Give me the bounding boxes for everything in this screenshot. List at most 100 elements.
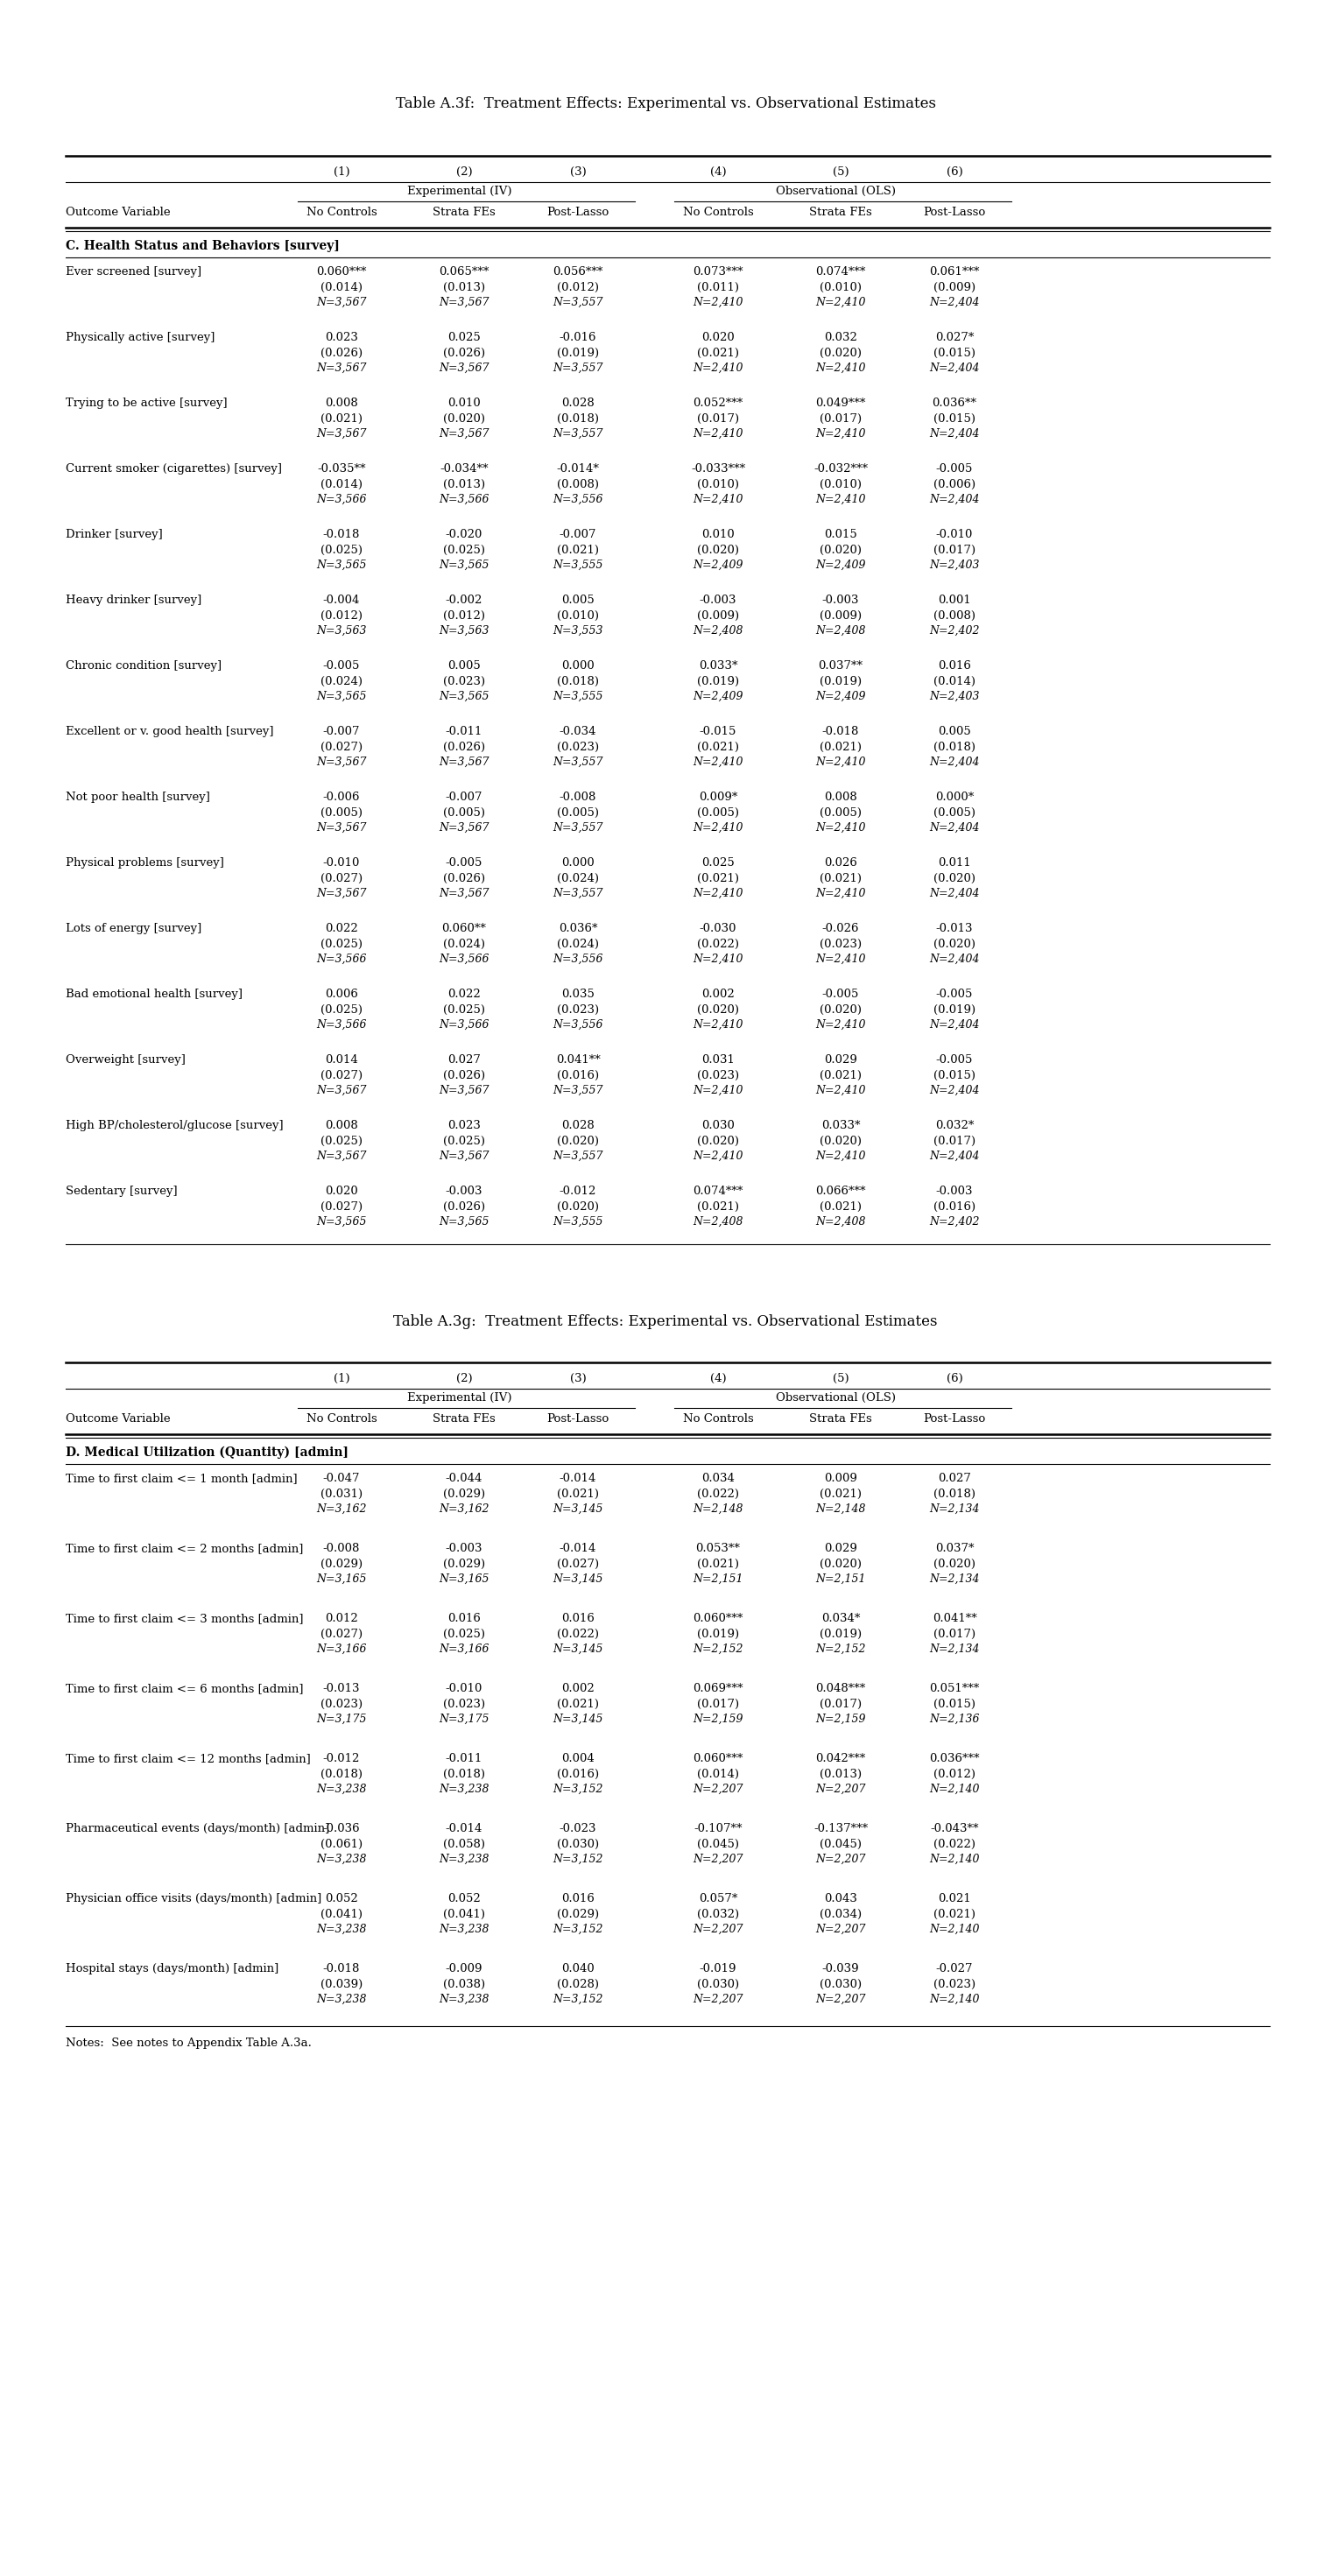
Text: N=2,408: N=2,408 [816,626,865,636]
Text: (0.017): (0.017) [820,412,861,425]
Text: 0.027: 0.027 [447,1054,480,1066]
Text: N=2,134: N=2,134 [929,1643,980,1654]
Text: (0.012): (0.012) [556,281,599,294]
Text: N=3,567: N=3,567 [439,1084,490,1097]
Text: N=2,148: N=2,148 [693,1504,743,1515]
Text: N=2,404: N=2,404 [929,296,980,309]
Text: N=2,152: N=2,152 [693,1643,743,1654]
Text: 0.066***: 0.066*** [816,1185,865,1198]
Text: (0.020): (0.020) [697,1136,739,1146]
Text: D. Medical Utilization (Quantity) [admin]: D. Medical Utilization (Quantity) [admin… [65,1448,349,1458]
Text: (0.021): (0.021) [820,1200,861,1213]
Text: (0.017): (0.017) [820,1698,861,1710]
Text: (0.020): (0.020) [933,873,976,884]
Text: Overweight [survey]: Overweight [survey] [65,1054,185,1066]
Text: (0.027): (0.027) [321,1628,362,1641]
Text: 0.016: 0.016 [562,1893,595,1904]
Text: 0.010: 0.010 [701,528,735,541]
Text: N=3,566: N=3,566 [317,1020,366,1030]
Text: N=3,556: N=3,556 [552,1020,603,1030]
Text: N=2,410: N=2,410 [816,757,865,768]
Text: (0.027): (0.027) [321,1069,362,1082]
Text: N=2,410: N=2,410 [693,1151,743,1162]
Text: (0.022): (0.022) [933,1839,976,1850]
Text: (0.018): (0.018) [556,675,599,688]
Text: (0.006): (0.006) [933,479,976,489]
Text: N=2,409: N=2,409 [693,690,743,703]
Text: 0.026: 0.026 [824,858,857,868]
Text: 0.021: 0.021 [938,1893,972,1904]
Text: N=2,410: N=2,410 [816,495,865,505]
Text: N=3,238: N=3,238 [439,1924,490,1935]
Text: (0.030): (0.030) [697,1978,739,1991]
Text: (0.016): (0.016) [556,1770,599,1780]
Text: -0.010: -0.010 [936,528,973,541]
Text: (0.010): (0.010) [820,281,861,294]
Text: (0.020): (0.020) [697,544,739,556]
Text: -0.005: -0.005 [936,989,973,999]
Text: (0.019): (0.019) [697,675,739,688]
Text: -0.047: -0.047 [323,1473,361,1484]
Text: (0.019): (0.019) [933,1005,976,1015]
Text: (0.021): (0.021) [820,1069,861,1082]
Text: 0.036*: 0.036* [559,922,598,935]
Text: Strata FEs: Strata FEs [809,1414,872,1425]
Text: 0.035: 0.035 [562,989,595,999]
Text: -0.039: -0.039 [823,1963,860,1973]
Text: N=3,565: N=3,565 [317,1216,366,1229]
Text: Strata FEs: Strata FEs [809,206,872,219]
Text: -0.010: -0.010 [323,858,361,868]
Text: Time to first claim <= 12 months [admin]: Time to first claim <= 12 months [admin] [65,1752,310,1765]
Text: 0.014: 0.014 [325,1054,358,1066]
Text: Observational (OLS): Observational (OLS) [776,185,896,196]
Text: N=2,207: N=2,207 [693,1994,743,2004]
Text: -0.034: -0.034 [559,726,596,737]
Text: N=2,152: N=2,152 [816,1643,865,1654]
Text: 0.060**: 0.060** [442,922,486,935]
Text: 0.009*: 0.009* [699,791,737,804]
Text: -0.004: -0.004 [323,595,361,605]
Text: 0.028: 0.028 [562,397,595,410]
Text: (0.031): (0.031) [321,1489,362,1499]
Text: (0.041): (0.041) [321,1909,362,1919]
Text: (0.023): (0.023) [697,1069,739,1082]
Text: 0.060***: 0.060*** [693,1752,743,1765]
Text: N=2,410: N=2,410 [816,363,865,374]
Text: 0.061***: 0.061*** [929,265,980,278]
Text: (0.021): (0.021) [556,544,599,556]
Text: No Controls: No Controls [306,206,377,219]
Text: -0.036: -0.036 [323,1824,361,1834]
Text: N=2,410: N=2,410 [693,363,743,374]
Text: N=2,404: N=2,404 [929,889,980,899]
Text: (0.010): (0.010) [697,479,739,489]
Text: N=3,565: N=3,565 [317,559,366,572]
Text: Strata FEs: Strata FEs [433,1414,495,1425]
Text: (0.022): (0.022) [697,938,739,951]
Text: N=2,404: N=2,404 [929,822,980,835]
Text: (0.020): (0.020) [556,1200,599,1213]
Text: -0.033***: -0.033*** [691,464,745,474]
Text: 0.065***: 0.065*** [439,265,490,278]
Text: -0.016: -0.016 [559,332,596,343]
Text: N=3,145: N=3,145 [552,1713,603,1726]
Text: (0.021): (0.021) [933,1909,976,1919]
Text: 0.004: 0.004 [562,1752,595,1765]
Text: (0.005): (0.005) [321,806,362,819]
Text: Strata FEs: Strata FEs [433,206,495,219]
Text: 0.069***: 0.069*** [693,1682,743,1695]
Text: N=3,238: N=3,238 [317,1924,366,1935]
Text: 0.022: 0.022 [325,922,358,935]
Text: (0.029): (0.029) [321,1558,362,1569]
Text: (0.005): (0.005) [556,806,599,819]
Text: (4): (4) [709,1373,727,1383]
Text: Physically active [survey]: Physically active [survey] [65,332,214,343]
Text: (0.034): (0.034) [820,1909,861,1919]
Text: Post-Lasso: Post-Lasso [924,1414,986,1425]
Text: (0.032): (0.032) [697,1909,739,1919]
Text: (0.005): (0.005) [443,806,484,819]
Text: (0.025): (0.025) [321,544,362,556]
Text: -0.003: -0.003 [699,595,736,605]
Text: Chronic condition [survey]: Chronic condition [survey] [65,659,222,672]
Text: 0.049***: 0.049*** [816,397,865,410]
Text: Bad emotional health [survey]: Bad emotional health [survey] [65,989,242,999]
